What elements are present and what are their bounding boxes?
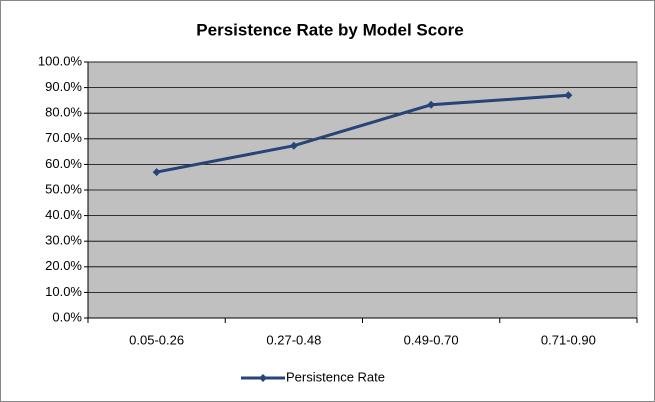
y-tick-label: 60.0%: [45, 156, 82, 171]
y-tick-label: 30.0%: [45, 233, 82, 248]
data-point: [427, 100, 436, 109]
x-tick-label: 0.71-0.90: [541, 332, 596, 347]
data-point: [152, 168, 161, 177]
x-tick-label: 0.49-0.70: [404, 332, 459, 347]
chart-title: Persistence Rate by Model Score: [196, 20, 463, 39]
y-tick-label: 100.0%: [38, 53, 83, 68]
y-tick-label: 40.0%: [45, 207, 82, 222]
legend-marker: [259, 374, 267, 382]
y-tick-label: 80.0%: [45, 105, 82, 120]
data-point: [289, 141, 298, 150]
y-tick-label: 20.0%: [45, 258, 82, 273]
x-tick-label: 0.05-0.26: [129, 332, 184, 347]
legend-label: Persistence Rate: [286, 369, 385, 384]
y-tick-label: 50.0%: [45, 181, 82, 196]
data-point: [564, 91, 573, 100]
series-line: [156, 93, 569, 174]
y-tick-label: 10.0%: [45, 284, 82, 299]
y-tick-label: 0.0%: [52, 309, 82, 324]
y-tick-label: 90.0%: [45, 79, 82, 94]
x-tick-label: 0.27-0.48: [266, 332, 321, 347]
y-tick-label: 70.0%: [45, 130, 82, 145]
